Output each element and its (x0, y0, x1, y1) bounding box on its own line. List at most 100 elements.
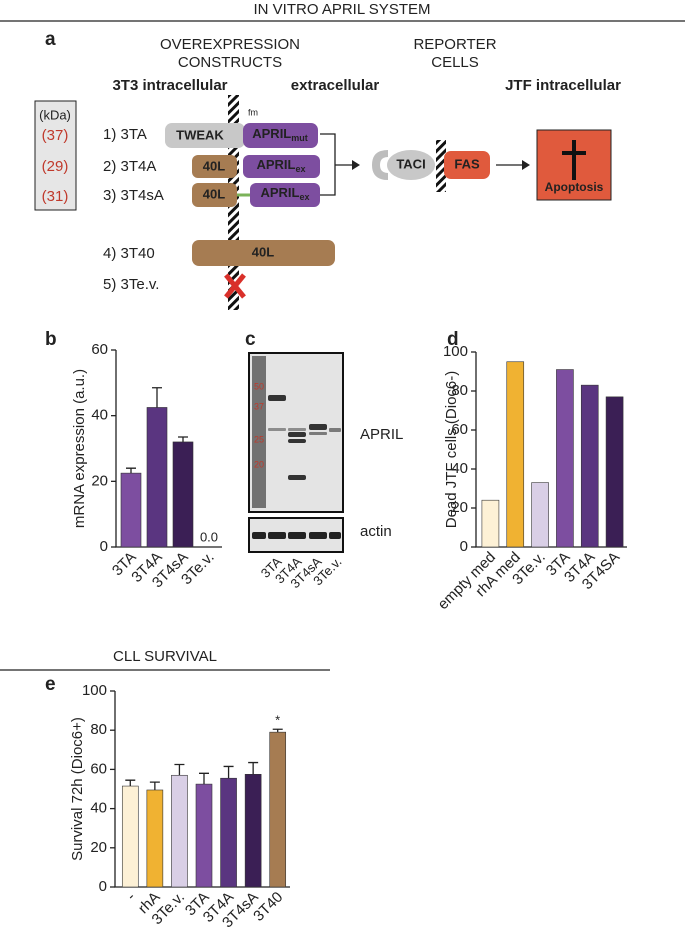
row-label: 1) 3TA (103, 126, 147, 143)
y-tick-label: 100 (82, 682, 107, 699)
y-tick-label: 0 (460, 538, 468, 555)
cross-icon (562, 140, 586, 180)
bar (195, 783, 213, 888)
box-label: TACI (396, 156, 425, 171)
bar (172, 441, 194, 548)
box-label: APRILex (256, 157, 305, 174)
band-label: actin (360, 523, 392, 540)
y-tick-label: 60 (90, 760, 107, 777)
kda-header: (kDa) (39, 107, 71, 122)
y-axis-label: Dead JTF cells (Dioc6-) (443, 371, 460, 529)
forty-l-box (192, 183, 237, 207)
heading: 3T3 intracellular (112, 77, 227, 94)
panel-label: b (45, 329, 57, 350)
bar (121, 785, 139, 888)
bar (269, 731, 287, 888)
value-label: 0.0 (200, 529, 218, 544)
row-label: 2) 3T4A (103, 158, 156, 175)
empty-vector-cross (224, 273, 246, 299)
bar (531, 482, 549, 548)
ladder-label: 37 (254, 401, 264, 411)
annotation: * (275, 713, 280, 728)
panel-a: a OVEREXPRESSION CONSTRUCTS REPORTER CEL… (34, 29, 621, 310)
y-tick-label: 60 (451, 421, 468, 438)
y-tick-label: 0 (99, 878, 107, 895)
panel-label: e (45, 674, 56, 695)
actin-bands (252, 532, 341, 539)
bar (506, 361, 525, 548)
box-label: APRILex (260, 185, 309, 202)
april-box (243, 123, 318, 148)
y-tick-label: 40 (90, 800, 107, 817)
bar (146, 407, 168, 548)
kda-box (34, 100, 77, 211)
arrow-head (522, 160, 530, 170)
x-tick-label: - (123, 889, 139, 905)
panel-label: a (45, 29, 56, 50)
error-bar (174, 763, 185, 776)
error-bar (223, 765, 234, 779)
bar (120, 472, 142, 548)
ladder-label: 50 (254, 381, 264, 391)
kda: (37) (42, 127, 69, 144)
x-tick-label: 3T40 (250, 889, 286, 925)
box-label: APRILmut (252, 126, 308, 143)
arrow-head (352, 160, 360, 170)
row-label: 4) 3T40 (103, 245, 155, 262)
y-tick-label: 20 (90, 839, 107, 856)
y-tick-label: 40 (91, 407, 108, 424)
y-tick-label: 80 (90, 721, 107, 738)
panel-c: c 50 37 25 20 APRIL actin 3TA 3T4A 3T4sA… (245, 329, 403, 591)
y-tick-label: 20 (91, 472, 108, 489)
ladder-label: 20 (254, 459, 264, 469)
bar (171, 774, 188, 888)
kda: (31) (42, 188, 69, 205)
heading: extracellular (291, 77, 380, 94)
error-bar (125, 779, 136, 787)
band-label: APRIL (360, 426, 403, 443)
figure-title: IN VITRO APRIL SYSTEM (254, 1, 431, 18)
box-label: 40L (252, 244, 274, 259)
bracket (320, 133, 352, 196)
box-label: TWEAK (176, 127, 224, 142)
y-tick-label: 100 (443, 343, 468, 360)
y-tick-label: 80 (451, 382, 468, 399)
bar (556, 369, 574, 548)
heading: CONSTRUCTS (178, 54, 282, 71)
box-label: FAS (454, 156, 480, 171)
box-label: Apoptosis (545, 180, 604, 194)
bar (220, 777, 237, 888)
bar (244, 773, 262, 888)
error-bar (248, 761, 259, 775)
y-axis-label: Survival 72h (Dioc6+) (69, 717, 86, 861)
y-tick-label: 60 (91, 341, 108, 358)
fm-label: fm (248, 107, 258, 117)
bar (605, 396, 624, 548)
bar (481, 499, 500, 548)
y-tick-label: 0 (100, 538, 108, 555)
forty-l-box (192, 155, 237, 178)
fas-box (444, 151, 490, 179)
taci-box (387, 150, 435, 180)
forty-l-box (192, 240, 335, 266)
y-axis-label: mRNA expression (a.u.) (71, 369, 88, 528)
april-box (243, 155, 320, 178)
y-tick-label: 20 (451, 499, 468, 516)
taci-receptor (372, 150, 388, 180)
panel-label: d (447, 329, 459, 350)
ladder-lane (252, 356, 266, 508)
row-label: 5) 3Te.v. (103, 276, 159, 293)
box-label: 40L (203, 158, 225, 173)
bands (268, 395, 341, 480)
kda: (29) (42, 158, 69, 175)
chart-title: CLL SURVIVAL (113, 648, 217, 665)
box-label: 40L (203, 186, 225, 201)
error-bar (199, 772, 209, 785)
error-bar (126, 467, 136, 474)
april-box (250, 183, 320, 207)
error-bar (149, 781, 160, 790)
row-label: 3) 3T4sA (103, 187, 164, 204)
membrane (436, 140, 446, 192)
tweak-box (165, 123, 245, 148)
